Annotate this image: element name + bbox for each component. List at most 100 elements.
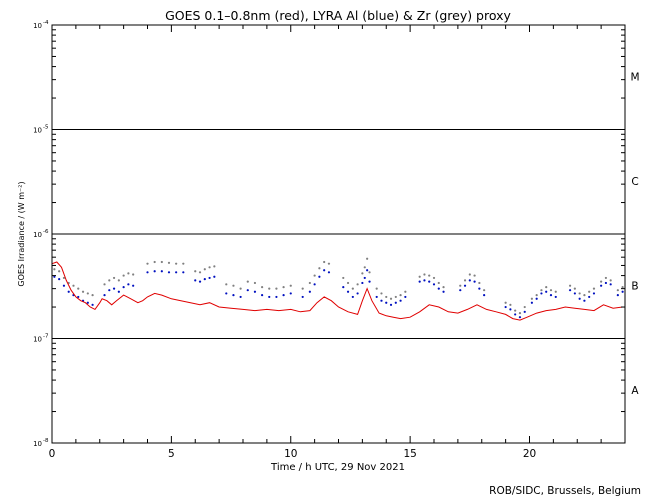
series-point-zr xyxy=(127,272,130,275)
series-point-zr xyxy=(592,287,596,290)
series-point-zr xyxy=(313,274,316,277)
series-point-al xyxy=(301,295,304,299)
y-tick-exponent-4: -4 xyxy=(43,20,49,26)
series-point-zr xyxy=(504,301,507,304)
series-point-zr xyxy=(549,289,553,292)
series-point-al xyxy=(588,295,591,299)
series-point-zr xyxy=(366,257,369,260)
series-point-al xyxy=(473,280,476,283)
series-point-zr xyxy=(483,289,486,292)
series-point-zr xyxy=(437,281,440,285)
series-point-al xyxy=(53,275,56,278)
series-point-zr xyxy=(253,281,257,285)
series-point-zr xyxy=(282,286,285,289)
series-point-al xyxy=(385,301,388,304)
class-boundary-lines xyxy=(52,129,625,339)
chart-title: GOES 0.1–0.8nm (red), LYRA Al (blue) & Z… xyxy=(165,8,511,23)
series-point-zr xyxy=(545,286,548,289)
series-point-al xyxy=(213,275,216,278)
series-point-al xyxy=(146,271,149,274)
series-point-zr xyxy=(289,284,292,287)
flare-class-label-C: C xyxy=(631,176,638,188)
series-point-zr xyxy=(160,260,163,264)
series-point-zr xyxy=(459,284,462,287)
series-point-zr xyxy=(81,290,85,293)
series-point-zr xyxy=(351,287,354,290)
series-point-zr xyxy=(232,284,235,287)
series-point-al xyxy=(389,303,393,306)
series-point-al xyxy=(554,295,557,299)
series-point-zr xyxy=(616,289,619,292)
series-point-zr xyxy=(318,267,321,270)
series-point-al xyxy=(342,286,345,289)
series-point-zr xyxy=(568,284,572,287)
series-point-zr xyxy=(327,262,331,265)
series-point-zr xyxy=(175,262,178,265)
series-point-zr xyxy=(77,287,80,290)
series-point-zr xyxy=(346,281,350,285)
credit-text: ROB/SIDC, Brussels, Belgium xyxy=(489,485,641,497)
x-tick-label-4: 20 xyxy=(523,448,536,460)
series-point-zr xyxy=(153,260,156,264)
series-point-zr xyxy=(375,287,378,290)
series-point-zr xyxy=(432,276,436,280)
series-line-goes xyxy=(51,261,623,321)
series-point-al xyxy=(246,289,249,292)
series-point-zr xyxy=(473,274,476,277)
y-tick-label-3: 10 xyxy=(33,127,42,135)
series-point-zr xyxy=(268,287,271,290)
series-point-al xyxy=(253,290,257,293)
series-point-al xyxy=(239,295,242,299)
series-point-zr xyxy=(261,286,264,289)
x-tick-labels: 0 5 10 15 20 xyxy=(49,448,537,460)
series-point-al xyxy=(549,294,553,297)
series-point-zr xyxy=(389,297,393,300)
series-point-al xyxy=(514,313,517,316)
series-point-al xyxy=(323,269,326,272)
y-tick-label-2: 10 xyxy=(33,231,42,239)
series-point-zr xyxy=(91,294,94,297)
series-point-al xyxy=(208,276,211,280)
flare-class-label-A: A xyxy=(631,385,639,397)
series-point-al xyxy=(175,271,178,274)
series-point-al xyxy=(463,284,467,287)
series-point-zr xyxy=(583,294,586,297)
series-point-zr xyxy=(356,283,359,286)
series-point-al xyxy=(523,310,526,313)
series-point-al xyxy=(432,283,436,286)
series-point-al xyxy=(346,290,350,293)
series-point-zr xyxy=(239,287,242,290)
series-point-al xyxy=(351,295,354,299)
series-point-zr xyxy=(58,270,61,273)
series-point-zr xyxy=(62,276,66,280)
series-point-zr xyxy=(540,289,543,292)
series-point-al xyxy=(160,270,163,273)
series-point-al xyxy=(540,292,543,295)
series-point-zr xyxy=(112,276,116,280)
series-point-zr xyxy=(573,287,576,290)
series-point-al xyxy=(578,297,581,300)
series-point-zr xyxy=(442,286,445,289)
series-point-zr xyxy=(514,309,517,312)
x-axis-label: Time / h UTC, 29 Nov 2021 xyxy=(270,462,405,473)
series-point-zr xyxy=(578,292,581,295)
series-point-al xyxy=(203,278,206,281)
series-point-al xyxy=(437,287,440,290)
series-point-zr xyxy=(203,268,206,271)
series-point-al xyxy=(583,299,586,302)
series-point-al xyxy=(86,301,89,304)
series-point-zr xyxy=(275,287,278,290)
series-point-al xyxy=(356,292,359,295)
y-tick-label-1: 10 xyxy=(33,336,42,344)
series-point-zr xyxy=(518,312,522,315)
series-point-al xyxy=(261,294,264,297)
series-point-zr xyxy=(428,274,431,277)
series-point-zr xyxy=(308,281,311,285)
series-point-al xyxy=(592,292,596,295)
series-point-al xyxy=(423,279,426,282)
series-point-al xyxy=(194,279,197,282)
series-point-zr xyxy=(588,290,591,293)
series-point-al xyxy=(404,295,407,299)
series-point-al xyxy=(609,283,612,286)
series-point-zr xyxy=(363,266,366,269)
